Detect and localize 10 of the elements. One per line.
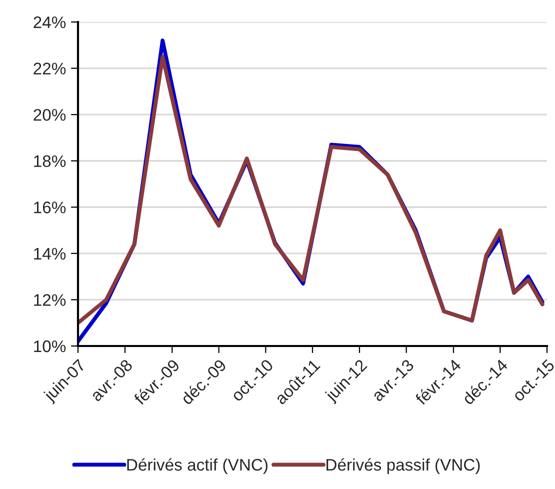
y-tick-label: 18%	[34, 155, 66, 168]
y-tick-label: 22%	[34, 62, 66, 74]
legend-label: Dérivés passif (VNC)	[326, 458, 480, 474]
y-tick-label: 16%	[34, 202, 66, 214]
y-tick-label: 10%	[34, 340, 66, 352]
y-tick-label: 12%	[34, 294, 66, 306]
y-tick-label: 20%	[34, 108, 66, 121]
legend-label: Dérivés actif (VNC)	[127, 458, 268, 474]
y-tick-label: 14%	[34, 248, 66, 260]
y-tick-label: 24%	[34, 16, 66, 28]
